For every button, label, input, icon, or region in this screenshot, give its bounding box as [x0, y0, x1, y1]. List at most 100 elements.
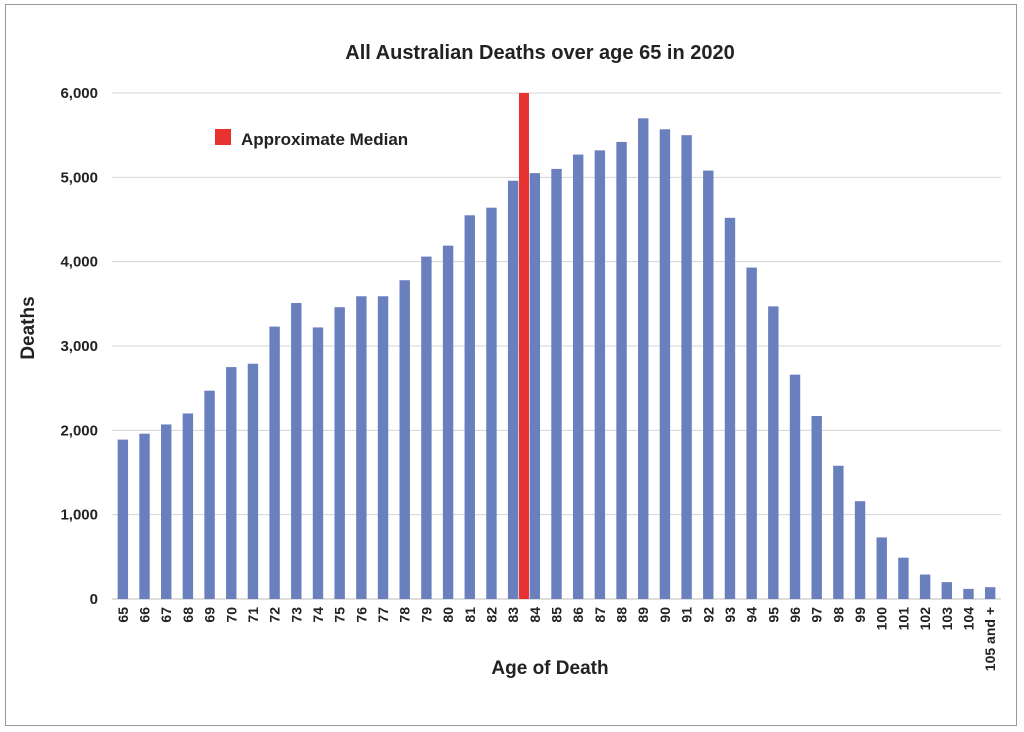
x-tick-label: 88: [614, 607, 630, 623]
x-tick-label: 87: [592, 607, 608, 623]
x-tick-label: 101: [895, 607, 911, 631]
x-axis-label: Age of Death: [491, 658, 608, 679]
bar: [204, 390, 215, 599]
bar: [139, 433, 150, 599]
y-axis-label: Deaths: [18, 296, 39, 359]
bar: [291, 302, 302, 599]
legend: Approximate Median: [215, 129, 408, 149]
bar: [269, 326, 280, 599]
x-tick-label: 82: [483, 607, 499, 623]
bar: [659, 129, 671, 599]
bar: [876, 537, 887, 599]
y-tick-label: 4,000: [60, 254, 98, 271]
x-tick-label: 66: [137, 607, 153, 623]
bar: [161, 424, 172, 599]
bar-series: [117, 118, 996, 600]
bar: [117, 439, 129, 599]
x-tick-label: 67: [158, 607, 174, 623]
y-tick-label: 1,000: [60, 507, 98, 524]
x-tick-label: 76: [353, 607, 369, 623]
bar: [594, 150, 606, 599]
x-tick-label: 74: [310, 607, 326, 623]
median-line: [518, 93, 529, 599]
x-tick-label: 83: [505, 607, 521, 623]
bar: [421, 256, 432, 599]
x-tick-label: 81: [462, 607, 478, 623]
bar: [377, 296, 389, 599]
bar: [703, 170, 714, 599]
x-tick-label: 95: [765, 607, 781, 623]
x-tick-label: 104: [960, 607, 976, 631]
bar: [356, 296, 367, 599]
bar: [486, 207, 497, 599]
bar: [789, 374, 801, 599]
bar: [226, 367, 237, 599]
bar: [399, 280, 410, 599]
x-tick-label: 102: [917, 607, 933, 631]
bar: [551, 168, 562, 599]
x-tick-label: 91: [679, 607, 695, 623]
x-tick-label: 94: [744, 607, 760, 623]
x-tick-label: 99: [852, 607, 868, 623]
x-tick-label: 93: [722, 607, 738, 623]
bar: [984, 587, 996, 599]
x-tick-label: 71: [245, 607, 261, 623]
bar: [854, 501, 866, 599]
bar: [638, 118, 649, 600]
y-tick-label: 6,000: [60, 85, 98, 102]
x-tick-label: 98: [830, 607, 846, 623]
x-tick-label: 105 and +: [982, 607, 998, 671]
bar: [941, 582, 952, 599]
bar: [334, 307, 345, 599]
bar: [833, 465, 844, 599]
bar: [247, 363, 259, 599]
x-axis-ticks: 65 66 67 68 69 70 71 72 73 74 75 76 77 78 79 80 81 82 83 84…: [115, 607, 998, 671]
bar: [768, 306, 779, 599]
x-tick-label: 90: [657, 607, 673, 623]
bar: [724, 217, 736, 599]
bar: [464, 215, 475, 600]
bar: [898, 557, 909, 599]
x-tick-label: 75: [332, 607, 348, 623]
x-tick-label: 78: [397, 607, 413, 623]
x-tick-label: 68: [180, 607, 196, 623]
x-tick-label: 65: [115, 607, 131, 623]
bar: [681, 135, 692, 599]
x-tick-label: 72: [267, 607, 283, 623]
x-tick-label: 86: [570, 607, 586, 623]
y-tick-label: 2,000: [60, 422, 98, 439]
x-tick-label: 77: [375, 607, 391, 623]
x-tick-label: 69: [202, 607, 218, 623]
bar: [442, 245, 454, 600]
y-axis-ticks: 0 1,000 2,000 3,000 4,000 5,000 6,000: [60, 85, 98, 608]
x-tick-label: 84: [527, 607, 543, 623]
bar: [529, 173, 541, 599]
bar: [572, 154, 584, 599]
x-tick-label: 79: [418, 607, 434, 623]
bar: [811, 415, 822, 599]
bar: [507, 180, 519, 599]
x-tick-label: 103: [939, 607, 955, 631]
median-marker: [518, 93, 529, 599]
bar: [963, 588, 974, 599]
x-tick-label: 70: [223, 607, 239, 623]
y-tick-label: 5,000: [60, 169, 98, 186]
x-tick-label: 100: [874, 607, 890, 631]
x-tick-label: 85: [549, 607, 565, 623]
x-tick-label: 92: [700, 607, 716, 623]
x-tick-label: 89: [635, 607, 651, 623]
x-tick-label: 96: [787, 607, 803, 623]
bar: [312, 327, 324, 599]
x-tick-label: 80: [440, 607, 456, 623]
bar: [919, 574, 931, 599]
bar: [616, 141, 627, 599]
legend-swatch: [215, 129, 231, 145]
legend-label: Approximate Median: [241, 130, 408, 149]
x-tick-label: 73: [288, 607, 304, 623]
bar: [746, 267, 757, 599]
y-tick-label: 0: [90, 591, 98, 608]
x-tick-label: 97: [809, 607, 825, 623]
bar: [182, 413, 194, 599]
y-tick-label: 3,000: [60, 338, 98, 355]
